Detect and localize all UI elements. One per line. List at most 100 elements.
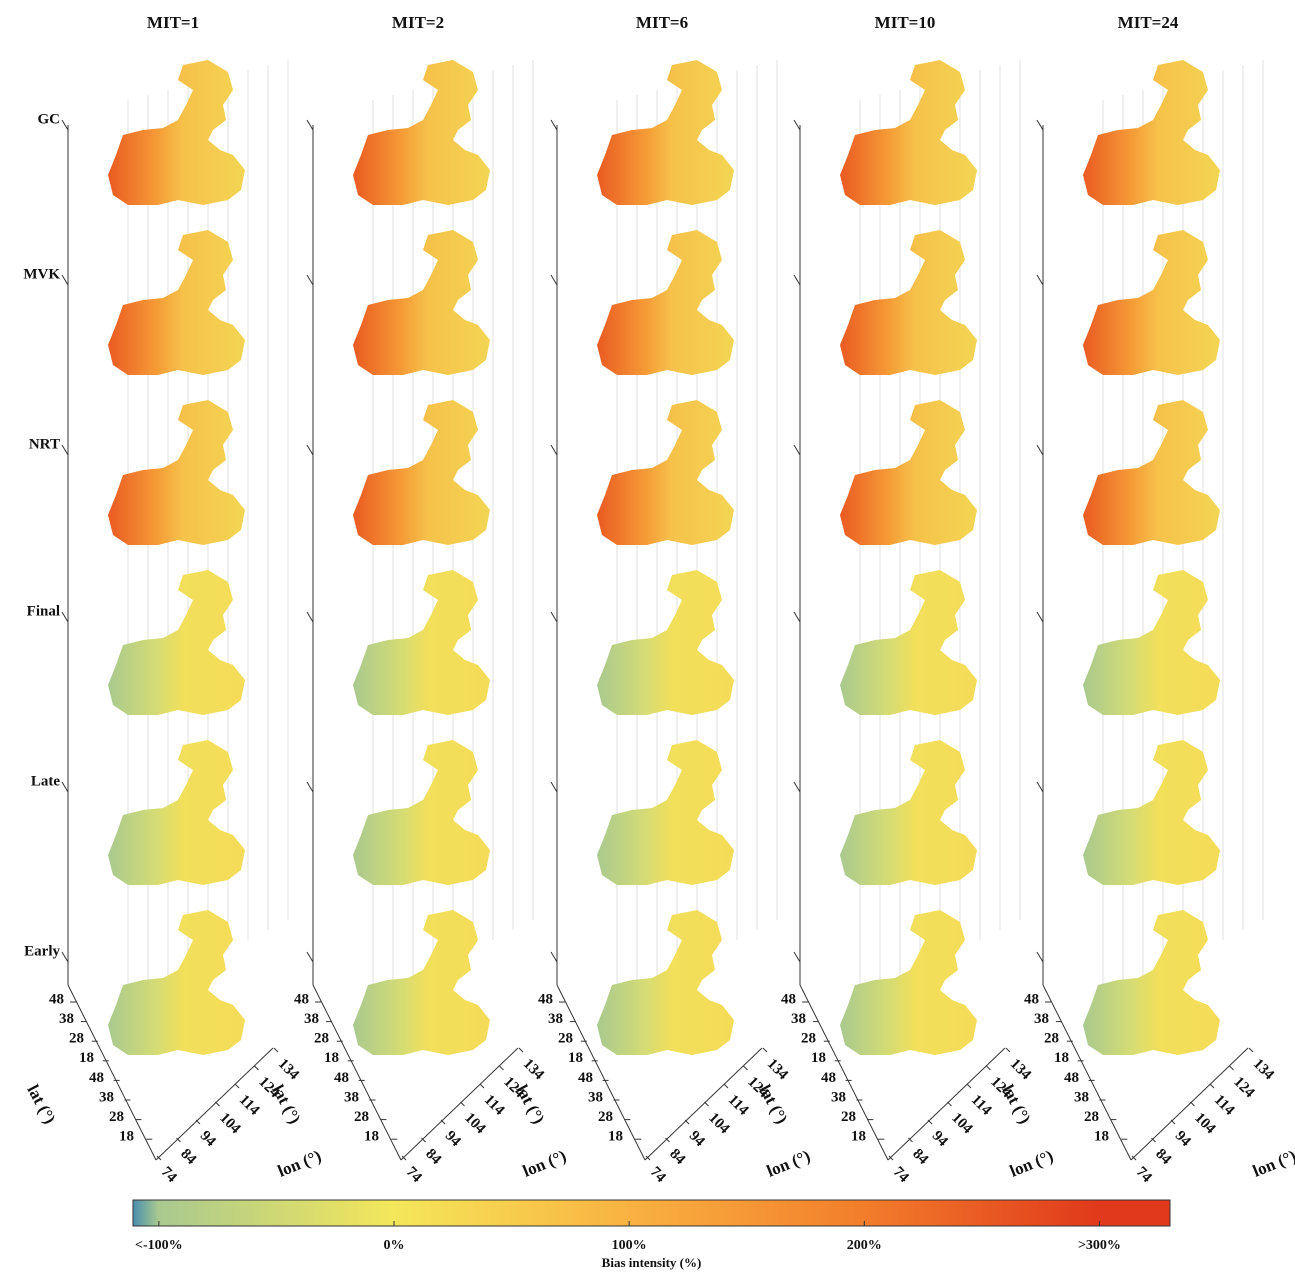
- row-tick: [62, 782, 68, 792]
- row-tick: [794, 445, 800, 455]
- map: [108, 60, 245, 205]
- lon-tick: [216, 1102, 220, 1106]
- lon-tick: [519, 1048, 523, 1052]
- column-title: MIT=1: [147, 13, 199, 32]
- row-tick: [1037, 612, 1043, 622]
- lon-axis-label: lon (°): [275, 1146, 324, 1180]
- row-tick: [794, 612, 800, 622]
- map: [840, 60, 977, 205]
- map: [597, 570, 734, 715]
- lon-tick: [987, 1066, 991, 1070]
- lat-tick-label: 48: [578, 1070, 593, 1086]
- map: [108, 230, 245, 375]
- lon-tick-label: 84: [422, 1146, 444, 1168]
- map: [597, 230, 734, 375]
- row-tick: [1037, 275, 1043, 285]
- row-tick: [551, 445, 557, 455]
- lon-tick-label: 124: [1230, 1074, 1258, 1102]
- colorbar: [133, 1200, 1170, 1226]
- lon-tick-label: 104: [461, 1110, 489, 1138]
- row-tick: [62, 612, 68, 622]
- lon-tick: [705, 1102, 709, 1106]
- lon-tick: [685, 1120, 689, 1124]
- map: [353, 60, 490, 205]
- map: [108, 740, 245, 885]
- column-title: MIT=2: [392, 13, 444, 32]
- lat-tick-label: 18: [1094, 1129, 1109, 1145]
- lat-axis-label: lat (°): [268, 1082, 304, 1127]
- lon-tick-label: 104: [705, 1110, 733, 1138]
- lon-tick-label: 114: [481, 1092, 508, 1119]
- lon-tick: [274, 1048, 278, 1052]
- lat-tick-label: 48: [334, 1070, 349, 1086]
- lon-tick-label: 74: [647, 1164, 669, 1186]
- lat-tick-label: 48: [1024, 991, 1039, 1007]
- lon-tick: [235, 1084, 239, 1088]
- lon-tick: [1230, 1066, 1234, 1070]
- lon-tick: [724, 1084, 728, 1088]
- row-tick: [307, 782, 313, 792]
- lat-tick-label: 28: [1084, 1109, 1099, 1125]
- lon-tick-label: 104: [948, 1110, 976, 1138]
- lat-tick-label: 28: [598, 1109, 613, 1125]
- map: [840, 910, 977, 1055]
- lat-tick-label: 18: [811, 1050, 826, 1066]
- lat-tick-label: 28: [558, 1031, 573, 1047]
- lon-tick-label: 104: [216, 1110, 244, 1138]
- lat-tick-label: 48: [821, 1070, 836, 1086]
- lon-tick-label: 134: [764, 1056, 792, 1084]
- lat-tick-label: 18: [608, 1129, 623, 1145]
- lat-axis-label: lat (°): [512, 1082, 548, 1127]
- lat-tick-label: 38: [344, 1089, 359, 1105]
- lon-tick-label: 114: [1211, 1092, 1238, 1119]
- lat-tick-label: 28: [69, 1031, 84, 1047]
- lat-axis-label: lat (°): [23, 1082, 59, 1127]
- lon-tick-label: 114: [968, 1092, 995, 1119]
- map: [353, 910, 490, 1055]
- row-tick: [307, 120, 313, 130]
- map: [1083, 230, 1220, 375]
- lon-tick: [967, 1084, 971, 1088]
- lon-tick: [500, 1066, 504, 1070]
- lat-tick-label: 18: [324, 1050, 339, 1066]
- row-tick: [307, 445, 313, 455]
- lon-tick: [441, 1120, 445, 1124]
- map: [840, 570, 977, 715]
- row-label: Final: [27, 603, 60, 619]
- colorbar-tick-label: 0%: [384, 1238, 405, 1253]
- lon-tick-label: 94: [686, 1128, 708, 1150]
- lon-tick-label: 134: [520, 1056, 548, 1084]
- row-tick: [551, 952, 557, 962]
- lon-tick: [763, 1048, 767, 1052]
- lat-tick-label: 48: [294, 991, 309, 1007]
- map: [353, 570, 490, 715]
- row-label: GC: [38, 111, 61, 127]
- row-label: NRT: [29, 436, 60, 452]
- lon-tick-label: 74: [403, 1164, 425, 1186]
- row-label: MVK: [23, 266, 60, 282]
- map: [108, 910, 245, 1055]
- map: [1083, 400, 1220, 545]
- lon-axis-label: lon (°): [520, 1146, 569, 1180]
- row-tick: [1037, 120, 1043, 130]
- row-tick: [551, 612, 557, 622]
- lon-tick-label: 134: [275, 1056, 303, 1084]
- lon-tick: [1191, 1102, 1195, 1106]
- row-tick: [551, 120, 557, 130]
- map: [1083, 740, 1220, 885]
- lat-tick-label: 28: [1044, 1031, 1059, 1047]
- lon-tick: [1006, 1048, 1010, 1052]
- row-label: Late: [31, 773, 61, 789]
- map: [840, 740, 977, 885]
- map: [597, 400, 734, 545]
- colorbar-label: Bias intensity (%): [602, 1255, 702, 1270]
- lat-tick-label: 38: [59, 1011, 74, 1027]
- lon-axis-label: lon (°): [764, 1146, 813, 1180]
- lon-tick: [948, 1102, 952, 1106]
- column-title: MIT=6: [636, 13, 688, 32]
- map: [840, 230, 977, 375]
- colorbar-tick-label: 200%: [847, 1238, 882, 1253]
- lat-tick-label: 38: [588, 1089, 603, 1105]
- lat-tick-label: 38: [1074, 1089, 1089, 1105]
- lon-tick-label: 94: [1172, 1128, 1194, 1150]
